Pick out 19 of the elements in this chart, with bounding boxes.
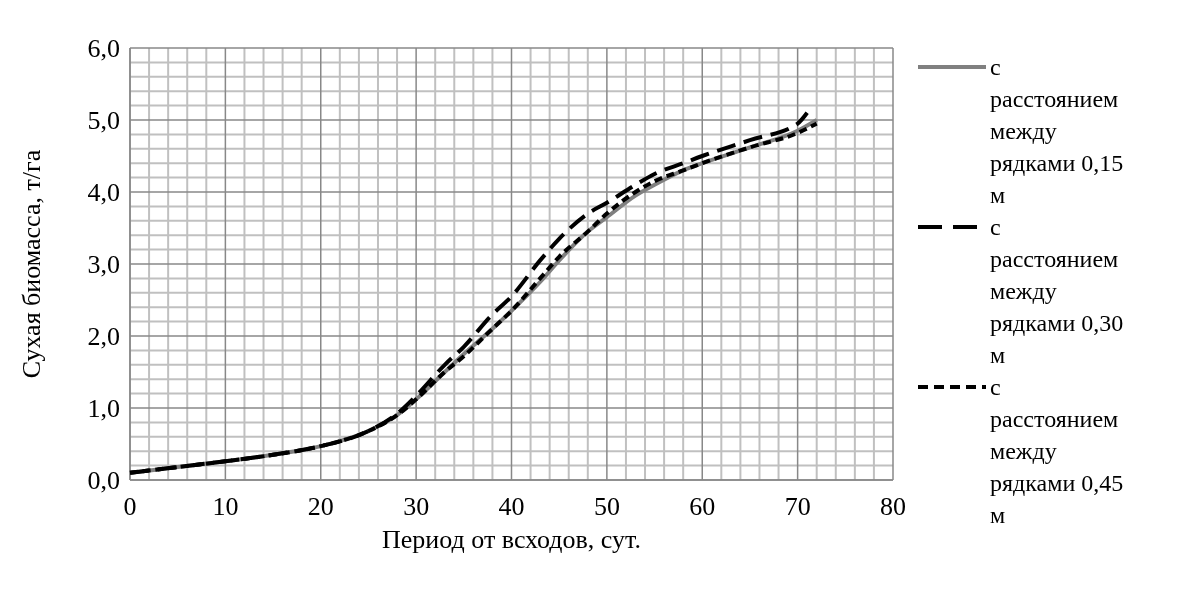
y-tick-label: 2,0 — [87, 322, 120, 351]
x-tick-label: 50 — [593, 492, 620, 521]
y-tick-label: 4,0 — [87, 178, 120, 207]
x-tick-label: 10 — [212, 492, 239, 521]
x-tick-label: 40 — [498, 492, 525, 521]
y-tick-label: 0,0 — [87, 466, 120, 495]
legend-label: с расстоянием между рядками 0,45 м — [990, 374, 1124, 528]
x-tick-label: 0 — [123, 492, 137, 521]
y-tick-label: 5,0 — [87, 106, 120, 135]
x-tick-label: 60 — [689, 492, 716, 521]
x-axis-title: Период от всходов, сут. — [382, 525, 641, 554]
x-tick-label: 30 — [403, 492, 430, 521]
y-tick-label: 6,0 — [87, 34, 120, 63]
y-tick-label: 1,0 — [87, 394, 120, 423]
y-axis-title: Сухая биомасса, т/га — [17, 149, 46, 379]
x-tick-label: 80 — [880, 492, 906, 521]
x-tick-label: 70 — [784, 492, 811, 521]
x-tick-label: 20 — [307, 492, 334, 521]
y-tick-label: 3,0 — [87, 250, 120, 279]
